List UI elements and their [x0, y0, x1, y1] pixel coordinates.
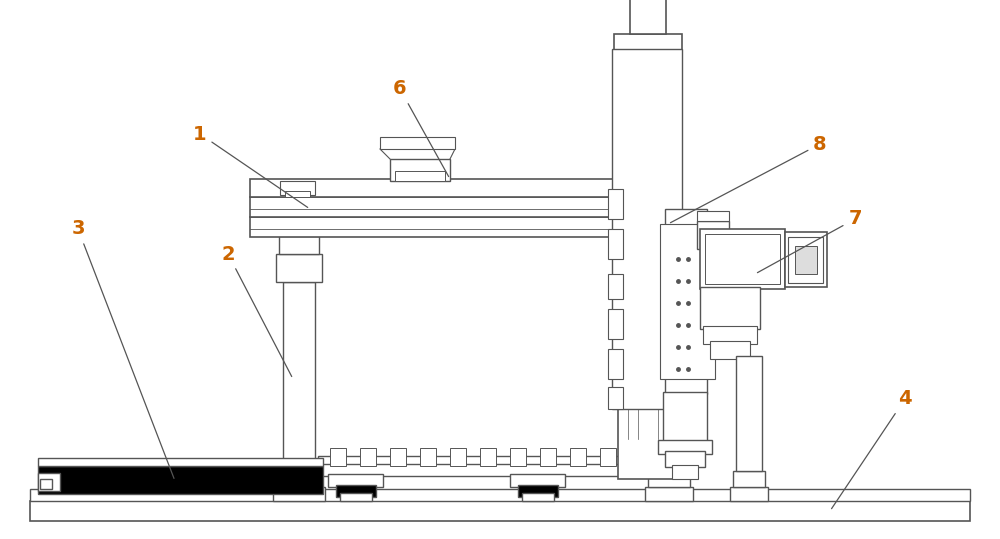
Bar — [648, 467, 690, 487]
Bar — [570, 448, 586, 466]
Text: 8: 8 — [670, 135, 827, 223]
Bar — [608, 349, 623, 379]
Bar — [618, 39, 678, 479]
Bar — [608, 189, 623, 219]
Bar — [279, 236, 319, 254]
Bar — [672, 465, 698, 479]
Bar — [518, 485, 558, 497]
Bar — [703, 326, 757, 344]
Text: 2: 2 — [221, 245, 292, 377]
Bar — [645, 487, 693, 501]
Bar — [336, 485, 376, 497]
Bar — [340, 493, 372, 501]
Bar — [663, 392, 707, 444]
Bar — [614, 34, 682, 59]
Bar — [736, 356, 762, 471]
Bar — [665, 209, 707, 394]
Bar — [420, 448, 436, 466]
Bar — [665, 451, 705, 467]
Bar — [710, 341, 750, 359]
Bar — [658, 440, 712, 454]
Bar — [730, 487, 768, 501]
Bar — [276, 254, 322, 282]
Bar — [480, 448, 496, 466]
Bar — [38, 473, 60, 491]
Bar — [280, 467, 318, 487]
Bar — [700, 287, 760, 329]
Bar — [38, 466, 323, 494]
Bar — [328, 474, 383, 487]
Bar — [320, 464, 656, 476]
Text: 1: 1 — [193, 125, 308, 208]
Bar — [390, 159, 450, 181]
Bar — [697, 221, 729, 249]
Text: 6: 6 — [393, 79, 449, 177]
Bar — [30, 501, 970, 521]
Bar — [697, 211, 729, 221]
Bar — [30, 489, 970, 501]
Bar — [540, 448, 556, 466]
Bar — [612, 49, 682, 409]
Bar — [510, 448, 526, 466]
Bar — [390, 448, 406, 466]
Bar — [395, 171, 445, 181]
Bar — [250, 217, 670, 237]
Bar — [608, 274, 623, 299]
Bar — [250, 197, 670, 217]
Bar — [705, 234, 780, 284]
Bar — [380, 137, 455, 149]
Bar — [795, 246, 817, 274]
Text: 4: 4 — [832, 390, 912, 509]
Bar — [510, 474, 565, 487]
Bar — [360, 448, 376, 466]
Bar — [280, 181, 315, 195]
Bar — [40, 479, 52, 489]
Bar — [330, 448, 346, 466]
Text: 7: 7 — [757, 210, 862, 273]
Bar — [608, 387, 623, 409]
Bar — [608, 309, 623, 339]
Bar — [660, 224, 715, 379]
Bar — [38, 458, 323, 466]
Bar — [785, 232, 827, 287]
Bar — [283, 282, 315, 467]
Bar — [608, 229, 623, 259]
Bar — [522, 493, 554, 501]
Text: 3: 3 — [71, 219, 174, 479]
Bar — [788, 237, 823, 283]
Bar — [630, 0, 666, 34]
Bar — [600, 448, 616, 466]
Bar — [285, 191, 310, 197]
Bar — [318, 456, 658, 466]
Bar — [733, 471, 765, 487]
Bar — [700, 229, 785, 289]
Bar — [273, 487, 325, 501]
Bar — [450, 448, 466, 466]
Bar — [250, 179, 670, 197]
